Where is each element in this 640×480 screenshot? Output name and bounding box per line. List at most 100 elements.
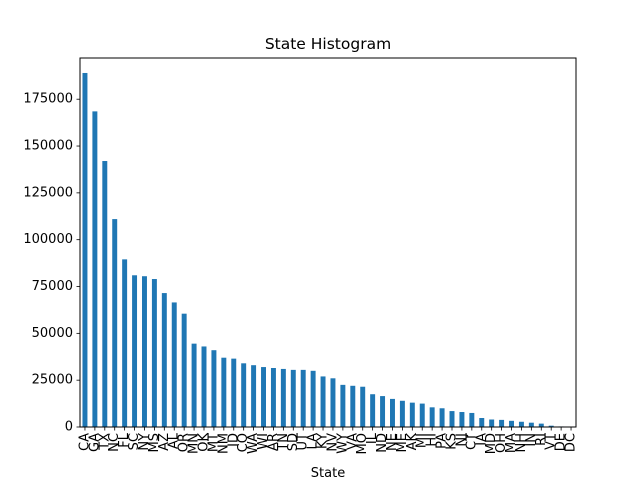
x-tick-label: CO bbox=[236, 433, 251, 452]
bar-mn bbox=[191, 343, 197, 427]
x-tick-label: ME bbox=[395, 433, 410, 452]
y-tick-label: 75000 bbox=[32, 279, 73, 294]
bars-group bbox=[82, 72, 574, 427]
x-tick-label: WY bbox=[335, 433, 350, 454]
bar-ky bbox=[320, 376, 326, 427]
bar-nd bbox=[380, 396, 386, 427]
x-tick-label: TN bbox=[276, 433, 291, 452]
bar-az bbox=[161, 293, 167, 427]
bar-pa bbox=[439, 408, 445, 427]
x-tick-label: LA bbox=[306, 433, 321, 450]
bar-mo bbox=[360, 386, 366, 427]
bar-me bbox=[399, 400, 405, 427]
bar-ri bbox=[538, 423, 544, 427]
x-tick-label: NM bbox=[216, 433, 231, 454]
bar-ca bbox=[82, 72, 88, 427]
x-tick-label: MA bbox=[504, 433, 519, 453]
x-tick-label: HI bbox=[425, 433, 440, 447]
x-tick-label: SD bbox=[286, 433, 301, 451]
x-tick-label: PA bbox=[435, 433, 450, 449]
x-tick-label: IA bbox=[474, 433, 489, 446]
bar-va bbox=[350, 385, 356, 427]
x-tick-label: OR bbox=[177, 433, 192, 452]
bar-mi bbox=[419, 403, 425, 427]
bar-co bbox=[241, 363, 247, 427]
x-tick-label: UT bbox=[296, 433, 311, 451]
bar-nj bbox=[459, 412, 465, 427]
bar-tn bbox=[280, 368, 286, 427]
x-tick-label: NJ bbox=[454, 433, 469, 447]
bar-ct bbox=[469, 412, 475, 427]
x-tick-label: CT bbox=[464, 433, 479, 450]
x-tick-label: SC bbox=[127, 433, 142, 450]
x-tick-label: RI bbox=[534, 433, 549, 446]
bar-ak bbox=[409, 402, 415, 427]
bar-al bbox=[171, 302, 177, 427]
x-tick-label: AK bbox=[405, 433, 420, 451]
bar-sc bbox=[132, 275, 138, 427]
x-tick-label: ND bbox=[375, 433, 390, 453]
x-tick-label: AR bbox=[266, 433, 281, 451]
x-tick-label: MI bbox=[415, 433, 430, 448]
bar-id bbox=[231, 358, 237, 427]
x-tick-label: WI bbox=[256, 433, 271, 450]
x-axis: CAGATXNCFLSCNYMSAZALORMNOKMTNMIDCOWAWIAR… bbox=[77, 427, 579, 454]
x-tick-label: NV bbox=[325, 433, 340, 452]
y-tick-label: 100000 bbox=[23, 232, 73, 247]
bar-hi bbox=[429, 407, 435, 427]
bar-ms bbox=[151, 279, 157, 427]
x-tick-label: NC bbox=[107, 433, 122, 452]
y-tick-label: 175000 bbox=[23, 92, 73, 107]
y-tick-label: 150000 bbox=[23, 139, 73, 154]
bar-mt bbox=[211, 350, 217, 427]
x-tick-label: ID bbox=[226, 433, 241, 447]
bar-in bbox=[528, 422, 534, 427]
bar-ny bbox=[142, 276, 147, 427]
bar-ne bbox=[390, 398, 395, 427]
y-axis: 0 25000 50000 75000 100000 125000 150000 175000 bbox=[23, 92, 80, 435]
x-tick-label: NH bbox=[514, 433, 529, 453]
x-tick-label: DE bbox=[554, 433, 569, 451]
bar-ut bbox=[300, 369, 306, 427]
x-tick-label: AZ bbox=[157, 433, 172, 451]
bar-fl bbox=[122, 259, 128, 427]
bar-nc bbox=[112, 219, 118, 427]
x-axis-label: State bbox=[311, 466, 345, 480]
bar-ga bbox=[92, 111, 98, 427]
bar-ia bbox=[479, 418, 485, 427]
bar-la bbox=[310, 370, 316, 427]
x-tick-label: MN bbox=[187, 433, 202, 454]
bar-wi bbox=[261, 367, 266, 427]
x-tick-label: TX bbox=[97, 433, 112, 451]
x-tick-label: NY bbox=[137, 433, 152, 451]
x-tick-label: GA bbox=[87, 433, 102, 452]
bar-or bbox=[181, 313, 187, 427]
x-tick-label: CA bbox=[77, 433, 92, 451]
x-tick-label: MO bbox=[355, 433, 370, 454]
bar-md bbox=[489, 419, 495, 427]
bar-oh bbox=[499, 419, 505, 427]
bar-wy bbox=[340, 384, 346, 427]
y-tick-label: 0 bbox=[65, 420, 73, 435]
bar-vt bbox=[548, 425, 554, 427]
x-tick-label: OK bbox=[197, 433, 212, 452]
x-tick-label: MT bbox=[206, 433, 221, 452]
x-tick-label: IN bbox=[524, 433, 539, 447]
x-tick-label: FL bbox=[117, 432, 132, 447]
bar-ma bbox=[509, 420, 514, 427]
bar-ok bbox=[201, 346, 207, 427]
bar-wa bbox=[251, 365, 257, 427]
x-tick-label: OH bbox=[494, 433, 509, 453]
y-tick-label: 125000 bbox=[23, 185, 73, 200]
x-tick-label: AL bbox=[167, 432, 182, 449]
bar-ks bbox=[449, 411, 455, 427]
bar-nm bbox=[221, 357, 227, 427]
plot-frame bbox=[79, 57, 577, 428]
bar-il bbox=[370, 394, 376, 427]
bar-tx bbox=[102, 161, 108, 427]
y-tick-label: 50000 bbox=[32, 326, 73, 341]
x-tick-label: WA bbox=[246, 433, 261, 454]
x-tick-label: IL bbox=[365, 432, 380, 444]
x-tick-label: MS bbox=[147, 433, 162, 452]
